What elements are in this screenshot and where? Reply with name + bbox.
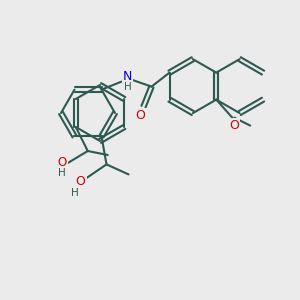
Text: O: O	[229, 119, 239, 132]
Text: H: H	[124, 82, 131, 92]
Text: N: N	[123, 70, 132, 83]
Text: O: O	[76, 175, 85, 188]
Text: O: O	[136, 109, 146, 122]
Text: O: O	[57, 157, 66, 169]
Text: H: H	[58, 168, 66, 178]
Text: H: H	[70, 188, 78, 198]
